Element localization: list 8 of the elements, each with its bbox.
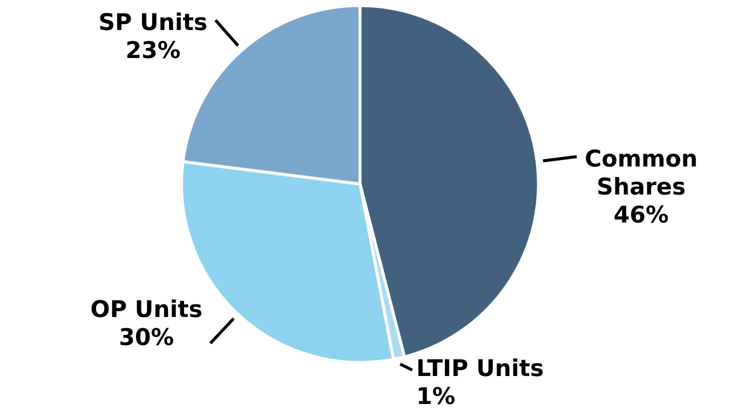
data-label: 1%	[416, 384, 456, 410]
slice-label: LTIP Units	[416, 356, 544, 382]
data-label: 23%	[125, 38, 181, 64]
data-label: 46%	[614, 202, 669, 229]
slice-label: SP Units	[98, 10, 208, 36]
data-label: 30%	[118, 325, 174, 352]
slice-label: Common Shares	[584, 146, 698, 201]
slice-label: OP Units	[90, 297, 202, 324]
